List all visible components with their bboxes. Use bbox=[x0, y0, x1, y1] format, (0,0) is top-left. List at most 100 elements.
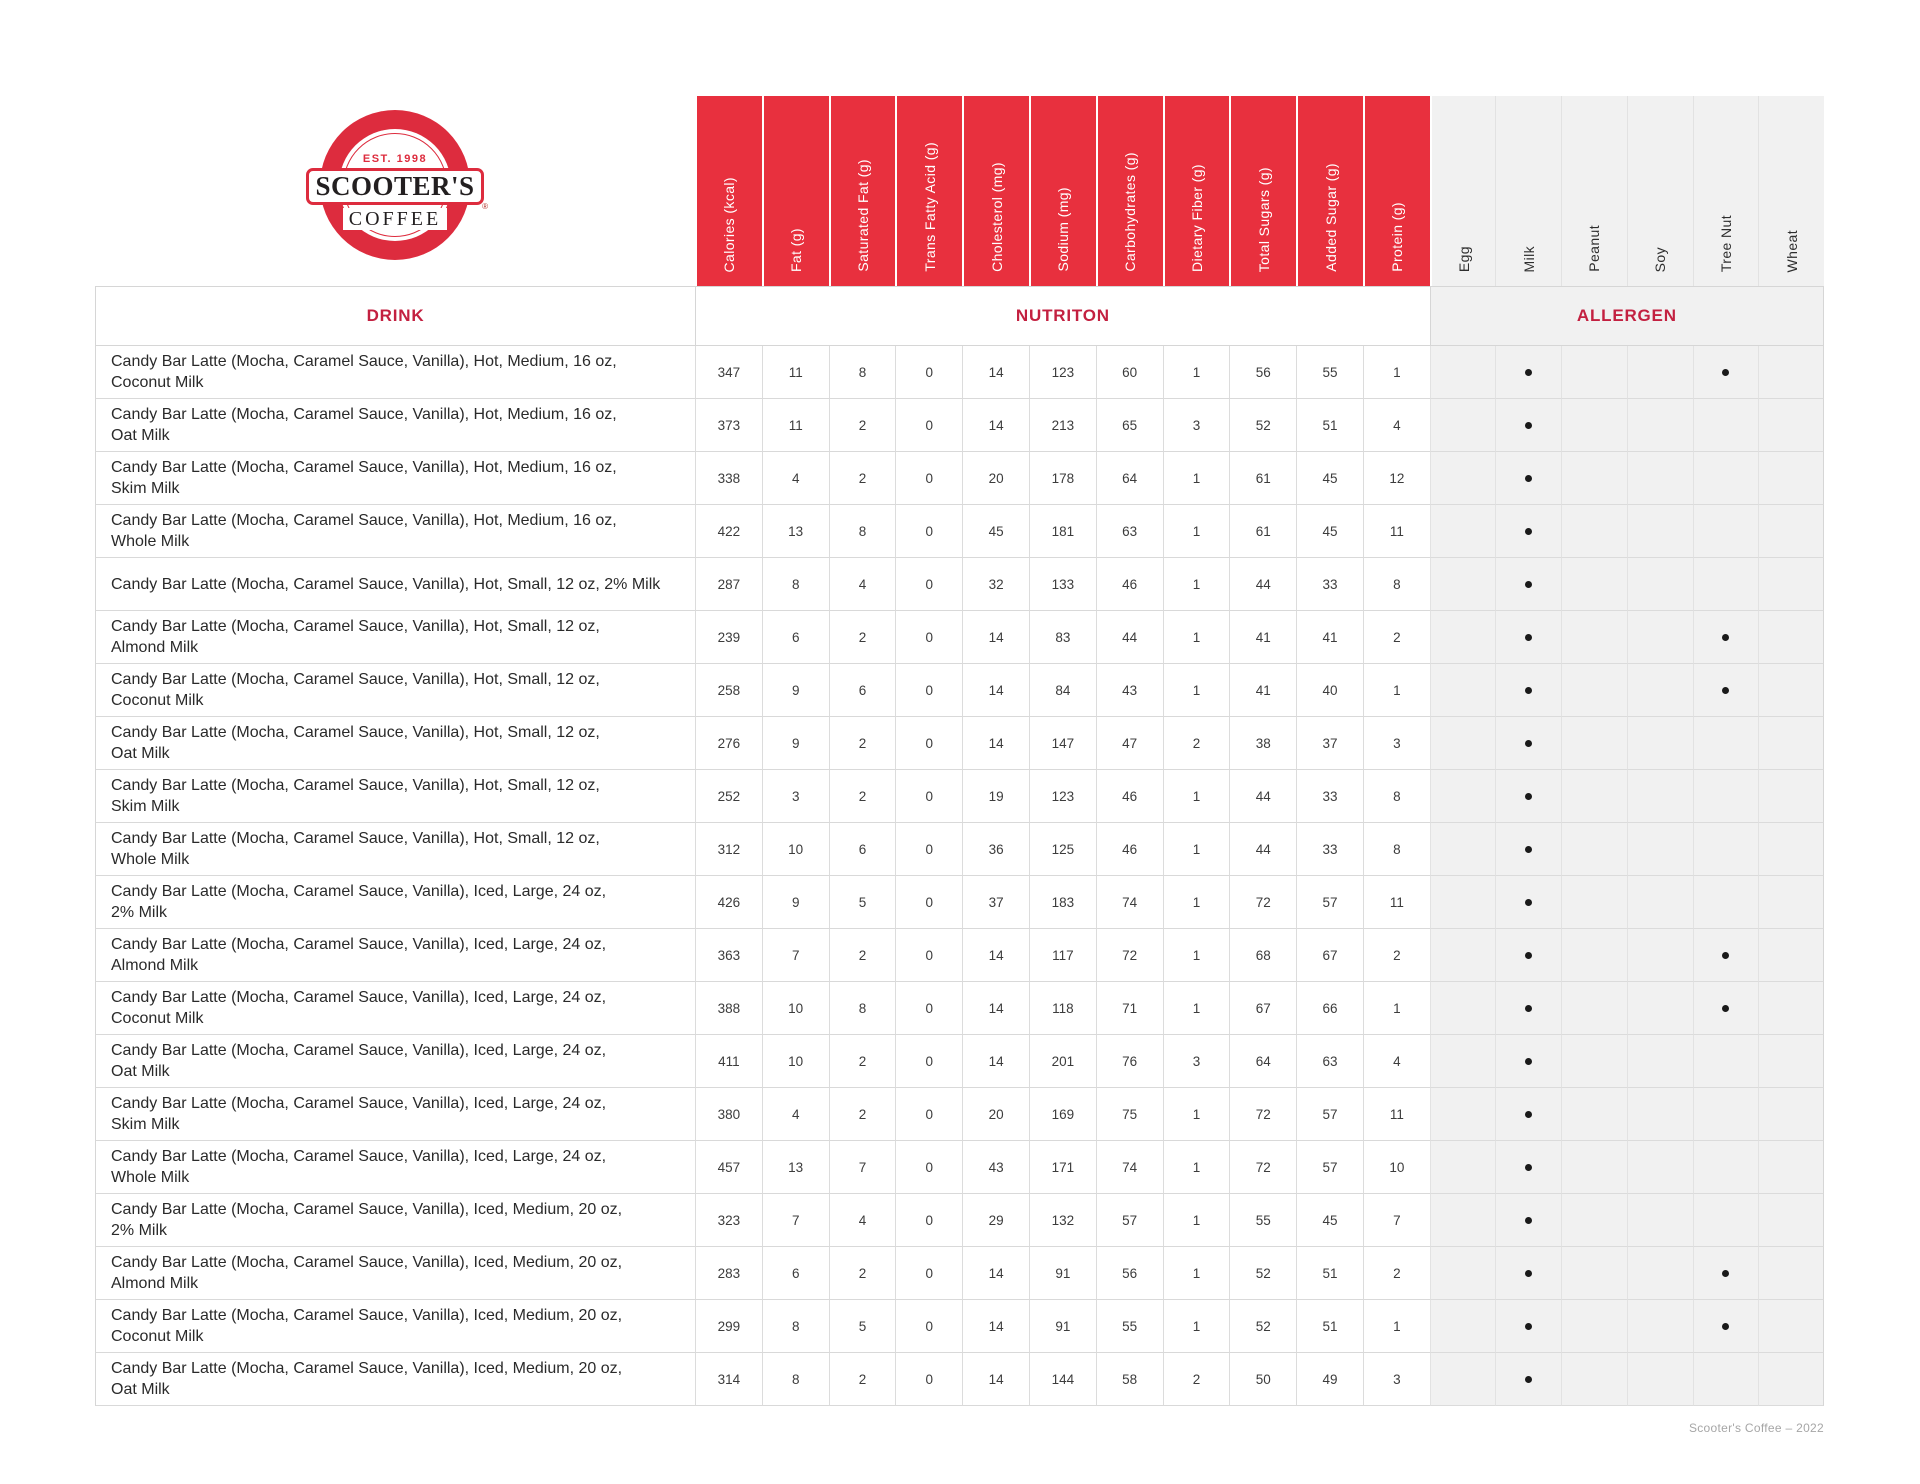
nutrition-value-cell: 67 bbox=[1229, 982, 1297, 1035]
allergen-cell bbox=[1692, 770, 1759, 823]
nutrition-value-cell: 13 bbox=[761, 505, 829, 558]
allergen-dot bbox=[1525, 951, 1533, 959]
nutrition-header-cell: Total Sugars (g) bbox=[1229, 96, 1297, 286]
nutrition-value-cell: 8 bbox=[761, 1353, 829, 1406]
nutrition-header-cell: Carbohydrates (g) bbox=[1095, 96, 1163, 286]
nutrition-value-cell: 0 bbox=[895, 1353, 963, 1406]
allergen-cell bbox=[1429, 1247, 1496, 1300]
nutrition-column-label: Saturated Fat (g) bbox=[854, 159, 871, 272]
nutrition-value-cell: 45 bbox=[1296, 505, 1363, 558]
allergen-dot bbox=[1525, 368, 1533, 376]
allergen-cell bbox=[1758, 1247, 1824, 1300]
allergen-cell bbox=[1626, 717, 1693, 770]
nutrition-value-cell: 380 bbox=[695, 1088, 762, 1141]
allergen-cell bbox=[1561, 929, 1627, 982]
nutrition-value-cell: 1 bbox=[1162, 1141, 1230, 1194]
nutrition-value-cell: 41 bbox=[1296, 611, 1363, 664]
allergen-cell bbox=[1429, 876, 1496, 929]
nutrition-value-cell: 8 bbox=[828, 505, 896, 558]
drink-name-cell: Candy Bar Latte (Mocha, Caramel Sauce, V… bbox=[95, 717, 695, 770]
nutrition-value-cell: 46 bbox=[1095, 823, 1163, 876]
allergen-cell bbox=[1758, 1035, 1824, 1088]
nutrition-value-cell: 312 bbox=[695, 823, 762, 876]
allergen-dot bbox=[1525, 1110, 1533, 1118]
nutrition-table: Calories (kcal) Fat (g) Saturated Fat (g) T… bbox=[95, 96, 1824, 1406]
allergen-header-cell: Tree Nut bbox=[1692, 96, 1759, 286]
nutrition-value-cell: 347 bbox=[695, 346, 762, 399]
logo-est-text: EST. 1998 bbox=[362, 153, 428, 165]
nutrition-value-cell: 4 bbox=[1362, 1035, 1430, 1088]
nutrition-value-cell: 1 bbox=[1162, 1194, 1230, 1247]
drink-name-cell: Candy Bar Latte (Mocha, Caramel Sauce, V… bbox=[95, 929, 695, 982]
allergen-cell bbox=[1758, 717, 1824, 770]
nutrition-value-cell: 4 bbox=[828, 1194, 896, 1247]
allergen-dot bbox=[1722, 686, 1730, 694]
drink-name: Candy Bar Latte (Mocha, Caramel Sauce, V… bbox=[111, 989, 607, 1027]
allergen-cell bbox=[1495, 1300, 1562, 1353]
allergen-cell bbox=[1561, 823, 1627, 876]
nutrition-value-cell: 3 bbox=[761, 770, 829, 823]
nutrition-value-cell: 37 bbox=[1296, 717, 1363, 770]
allergen-dot bbox=[1722, 1004, 1730, 1012]
nutrition-value-cell: 44 bbox=[1229, 770, 1297, 823]
nutrition-value-cell: 91 bbox=[1028, 1300, 1096, 1353]
nutrition-value-cell: 55 bbox=[1229, 1194, 1297, 1247]
nutrition-value-cell: 258 bbox=[695, 664, 762, 717]
allergen-cell bbox=[1758, 1194, 1824, 1247]
allergen-cell bbox=[1758, 611, 1824, 664]
allergen-cell bbox=[1429, 1035, 1496, 1088]
nutrition-value-cell: 8 bbox=[761, 558, 829, 611]
nutrition-value-cell: 32 bbox=[962, 558, 1029, 611]
allergen-cell bbox=[1561, 611, 1627, 664]
allergen-cell bbox=[1626, 452, 1693, 505]
drink-name: Candy Bar Latte (Mocha, Caramel Sauce, V… bbox=[111, 1254, 623, 1292]
nutrition-value-cell: 2 bbox=[828, 399, 896, 452]
nutrition-value-cell: 46 bbox=[1095, 770, 1163, 823]
nutrition-value-cell: 178 bbox=[1028, 452, 1096, 505]
allergen-cell bbox=[1692, 452, 1759, 505]
nutrition-value-cell: 299 bbox=[695, 1300, 762, 1353]
allergen-cell bbox=[1561, 1035, 1627, 1088]
nutrition-header-cell: Calories (kcal) bbox=[695, 96, 762, 286]
allergen-cell bbox=[1626, 611, 1693, 664]
nutrition-column-label: Total Sugars (g) bbox=[1255, 166, 1272, 272]
drink-name: Candy Bar Latte (Mocha, Caramel Sauce, V… bbox=[111, 618, 600, 656]
nutrition-value-cell: 457 bbox=[695, 1141, 762, 1194]
allergen-dot bbox=[1722, 1322, 1730, 1330]
allergen-dot bbox=[1525, 1057, 1533, 1065]
logo-coffee-text: COFFEE bbox=[306, 208, 484, 231]
nutrition-column-label: Fat (g) bbox=[788, 227, 805, 272]
drink-name-cell: Candy Bar Latte (Mocha, Caramel Sauce, V… bbox=[95, 399, 695, 452]
nutrition-value-cell: 338 bbox=[695, 452, 762, 505]
allergen-cell bbox=[1626, 346, 1693, 399]
nutrition-value-cell: 7 bbox=[761, 929, 829, 982]
nutrition-column-label: Protein (g) bbox=[1389, 202, 1406, 272]
nutrition-value-cell: 33 bbox=[1296, 823, 1363, 876]
nutrition-value-cell: 11 bbox=[1362, 1088, 1430, 1141]
allergen-cell bbox=[1626, 399, 1693, 452]
allergen-cell bbox=[1495, 664, 1562, 717]
allergen-cell bbox=[1495, 1247, 1562, 1300]
allergen-cell bbox=[1495, 346, 1562, 399]
allergen-cell bbox=[1429, 929, 1496, 982]
allergen-dot bbox=[1525, 1004, 1533, 1012]
drink-name-cell: Candy Bar Latte (Mocha, Caramel Sauce, V… bbox=[95, 664, 695, 717]
drink-name: Candy Bar Latte (Mocha, Caramel Sauce, V… bbox=[111, 1095, 607, 1133]
nutrition-value-cell: 4 bbox=[761, 452, 829, 505]
nutrition-column-label: Sodium (mg) bbox=[1055, 187, 1072, 272]
nutrition-value-cell: 7 bbox=[761, 1194, 829, 1247]
allergen-header-cell: Egg bbox=[1429, 96, 1496, 286]
nutrition-value-cell: 57 bbox=[1296, 1088, 1363, 1141]
nutrition-value-cell: 10 bbox=[761, 823, 829, 876]
nutrition-value-cell: 0 bbox=[895, 611, 963, 664]
allergen-header-cell: Peanut bbox=[1561, 96, 1627, 286]
nutrition-value-cell: 10 bbox=[1362, 1141, 1430, 1194]
allergen-column-label: Wheat bbox=[1783, 229, 1800, 272]
drink-name: Candy Bar Latte (Mocha, Caramel Sauce, V… bbox=[111, 1042, 607, 1080]
allergen-cell bbox=[1561, 1353, 1627, 1406]
nutrition-value-cell: 44 bbox=[1229, 558, 1297, 611]
allergen-cell bbox=[1692, 1247, 1759, 1300]
nutrition-value-cell: 71 bbox=[1095, 982, 1163, 1035]
allergen-dot bbox=[1525, 1269, 1533, 1277]
allergen-cell bbox=[1561, 982, 1627, 1035]
